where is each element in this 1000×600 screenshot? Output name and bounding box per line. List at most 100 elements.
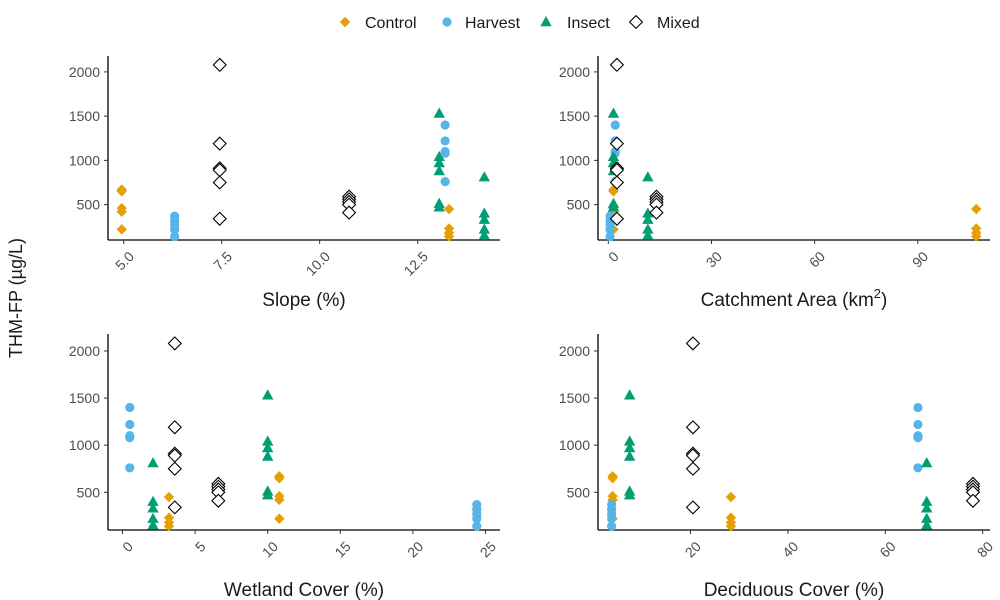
data-point-insect — [433, 150, 445, 162]
x-tick-label: 40 — [779, 538, 801, 560]
x-tick-label: 20 — [404, 538, 426, 560]
data-point-mixed — [212, 211, 227, 226]
data-point-insect — [433, 165, 445, 176]
panel-3: 500 1000 1500 2000 0 5 10 15 20 25 Wetland Cover (… — [69, 334, 500, 600]
y-tick-label: 1000 — [559, 437, 590, 453]
data-point-insect — [642, 207, 654, 218]
data-point-harvest — [607, 521, 617, 531]
data-point-harvest — [440, 148, 450, 158]
panel-2: 500 1000 1500 2000 0 30 60 90 Catchment Area (km… — [559, 56, 990, 311]
data-point-control — [608, 184, 619, 195]
data-point-control — [163, 491, 175, 503]
y-tick-label: 1500 — [69, 108, 100, 124]
x-tick-label: 30 — [703, 248, 725, 270]
x-tick-label: 15 — [331, 538, 353, 560]
data-point-control — [116, 224, 127, 235]
y-tick-label: 1500 — [559, 108, 590, 124]
data-point-control — [274, 494, 285, 506]
x-axis-title-text: Catchment Area (km — [701, 290, 874, 311]
panel-4: 500 1000 1500 2000 20 40 60 80 Deciduous Cover (… — [559, 334, 996, 600]
data-point-insect — [262, 450, 274, 461]
data-point-insect — [920, 502, 933, 513]
data-point-harvest — [610, 120, 620, 130]
data-point-control — [116, 206, 127, 217]
data-point-control — [443, 231, 455, 242]
data-point-insect — [920, 457, 933, 468]
data-point-insect — [262, 389, 274, 400]
y-tick-label: 500 — [567, 484, 591, 500]
legend-item-harvest[interactable]: Harvest — [442, 15, 521, 32]
data-point-insect — [920, 495, 933, 506]
data-point-insect — [920, 512, 933, 523]
data-point-control — [607, 471, 618, 482]
data-point-mixed — [965, 493, 981, 508]
x-tick-label: 90 — [909, 248, 931, 270]
x-tick-label: 80 — [974, 538, 996, 560]
data-point-harvest — [605, 224, 615, 234]
y-tick-label: 1500 — [559, 390, 590, 406]
legend-item-insect[interactable]: Insect — [540, 15, 610, 32]
data-point-mixed — [212, 175, 227, 190]
data-point-mixed — [212, 136, 227, 151]
data-point-insect — [262, 435, 274, 446]
legend-key-control-icon — [339, 16, 351, 28]
legend-item-control[interactable]: Control — [339, 15, 417, 32]
legend: Control Harvest Insect Mixed — [339, 14, 700, 32]
data-point-insect — [433, 107, 445, 118]
data-point-insect — [623, 442, 636, 453]
legend-item-mixed[interactable]: Mixed — [628, 14, 700, 32]
data-point-harvest — [913, 419, 923, 430]
data-point-insect — [433, 157, 445, 168]
data-point-insect — [623, 489, 636, 500]
data-point-insect — [642, 223, 654, 234]
data-point-mixed — [167, 336, 182, 351]
x-tick-label: 12.5 — [401, 248, 432, 279]
data-point-harvest — [440, 120, 450, 130]
x-axis-title: Deciduous Cover (%) — [704, 580, 885, 600]
data-point-mixed — [167, 461, 182, 476]
x-axis-title-suffix: ) — [881, 290, 887, 311]
data-point-insect — [607, 150, 620, 162]
data-point-insect — [478, 213, 491, 224]
data-point-insect — [147, 495, 159, 506]
y-tick-label: 500 — [77, 197, 101, 213]
y-tick-label: 1000 — [69, 437, 100, 453]
data-point-mixed — [212, 162, 227, 178]
x-tick-label: 10 — [259, 538, 281, 560]
data-point-mixed — [685, 420, 701, 435]
x-tick-label: 5.0 — [112, 248, 137, 273]
data-point-insect — [262, 489, 274, 500]
data-point-insect — [478, 223, 491, 234]
data-point-harvest — [472, 521, 482, 531]
data-point-control — [971, 203, 982, 215]
data-point-harvest — [170, 231, 180, 242]
data-point-mixed — [609, 57, 625, 73]
data-point-mixed — [212, 57, 227, 73]
data-point-insect — [478, 207, 491, 218]
data-point-mixed — [609, 175, 625, 190]
data-point-insect — [478, 229, 491, 240]
data-point-control — [274, 513, 285, 524]
y-tick-label: 1000 — [559, 152, 590, 168]
data-point-insect — [262, 442, 274, 453]
x-tick-label: 60 — [806, 248, 828, 270]
y-tick-label: 2000 — [69, 343, 100, 359]
y-tick-label: 2000 — [559, 64, 590, 80]
x-tick-label: 20 — [682, 538, 704, 560]
data-point-insect — [607, 107, 620, 118]
y-tick-label: 2000 — [559, 343, 590, 359]
data-point-control — [607, 494, 618, 506]
data-point-control — [163, 521, 175, 532]
data-point-harvest — [125, 433, 135, 443]
data-point-control — [725, 491, 737, 503]
data-point-control — [274, 471, 285, 482]
data-point-control — [116, 184, 127, 195]
data-point-mixed — [685, 336, 701, 351]
data-point-insect — [478, 171, 491, 182]
x-axis-title-text: Deciduous Cover (%) — [704, 580, 885, 600]
data-point-insect — [147, 519, 159, 530]
data-point-insect — [920, 519, 933, 530]
data-point-insect — [147, 457, 159, 468]
data-point-harvest — [607, 514, 617, 524]
